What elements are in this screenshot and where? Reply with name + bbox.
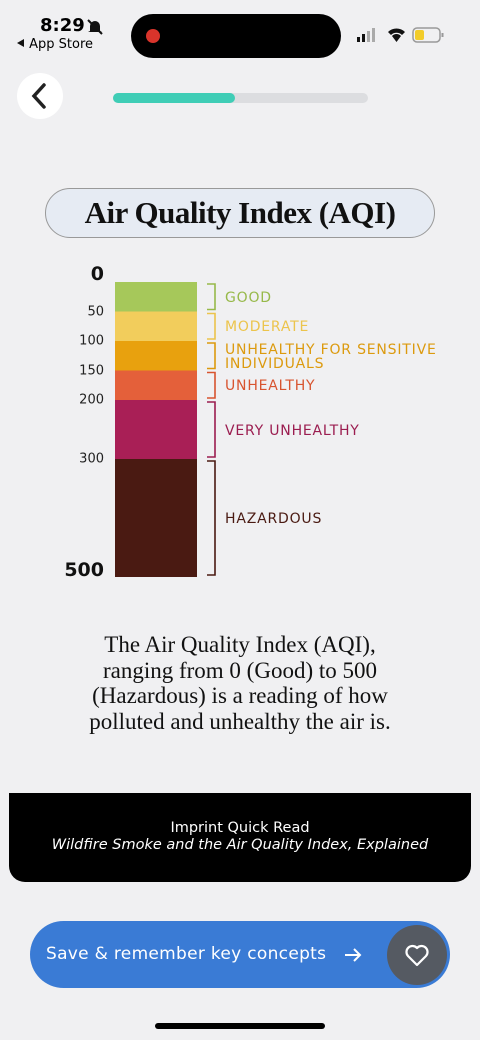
description: The Air Quality Index (AQI), ranging fro… <box>89 632 391 734</box>
arrow-icon <box>345 948 362 962</box>
band-bracket <box>207 342 216 370</box>
band-bracket <box>207 312 216 340</box>
band-bracket <box>207 401 216 458</box>
band-label: UNHEALTHY <box>225 378 316 395</box>
back-button[interactable] <box>17 73 63 119</box>
mute-icon <box>87 19 103 35</box>
progress-track <box>113 93 368 103</box>
band-bracket <box>207 283 216 311</box>
band-label: MODERATE <box>225 319 310 336</box>
tick-label: 300 <box>79 451 104 467</box>
band-label: VERY UNHEALTHY <box>225 422 360 439</box>
tick-label: 150 <box>79 363 104 378</box>
home-indicator <box>155 1023 325 1029</box>
recording-dot <box>146 29 160 43</box>
status-icons <box>357 27 444 43</box>
aqi-band <box>115 400 197 459</box>
band-label: GOOD <box>225 289 272 306</box>
aqi-band <box>115 282 197 312</box>
heart-icon <box>405 944 429 967</box>
save-button-label: Save & remember key concepts <box>46 944 327 964</box>
back-to-app[interactable]: App Store <box>16 37 93 52</box>
aqi-band <box>115 459 197 577</box>
quick-read-card[interactable]: Imprint Quick Read Wildfire Smoke and th… <box>9 793 471 882</box>
band-bracket <box>207 371 216 399</box>
quick-read-label: Imprint Quick Read <box>170 820 310 836</box>
back-chevron <box>31 83 46 109</box>
band-label: HAZARDOUS <box>225 511 323 527</box>
tick-label: 100 <box>79 333 104 349</box>
status-time: 8:29 <box>40 15 85 36</box>
band-bracket <box>207 460 216 576</box>
dynamic-island <box>131 14 341 58</box>
tick-label: 200 <box>79 392 104 408</box>
back-triangle <box>17 39 24 47</box>
heading-pill: Air Quality Index (AQI) <box>45 188 435 238</box>
quick-read-title: Wildfire Smoke and the Air Quality Index… <box>51 837 429 853</box>
tick-label: 500 <box>64 559 104 581</box>
progress-fill <box>113 93 236 103</box>
save-button[interactable]: Save & remember key concepts <box>30 921 450 988</box>
aqi-scale <box>115 282 216 577</box>
band-label: UNHEALTHY FOR SENSITIVE INDIVIDUALS <box>225 341 437 372</box>
aqi-band <box>115 341 197 371</box>
tick-label: 50 <box>87 304 104 319</box>
aqi-band <box>115 311 197 341</box>
back-app-label: App Store <box>29 37 94 52</box>
tick-label: 0 <box>90 263 104 285</box>
aqi-band <box>115 370 197 400</box>
favorite-button[interactable] <box>387 925 447 985</box>
heading: Air Quality Index (AQI) <box>84 195 396 230</box>
